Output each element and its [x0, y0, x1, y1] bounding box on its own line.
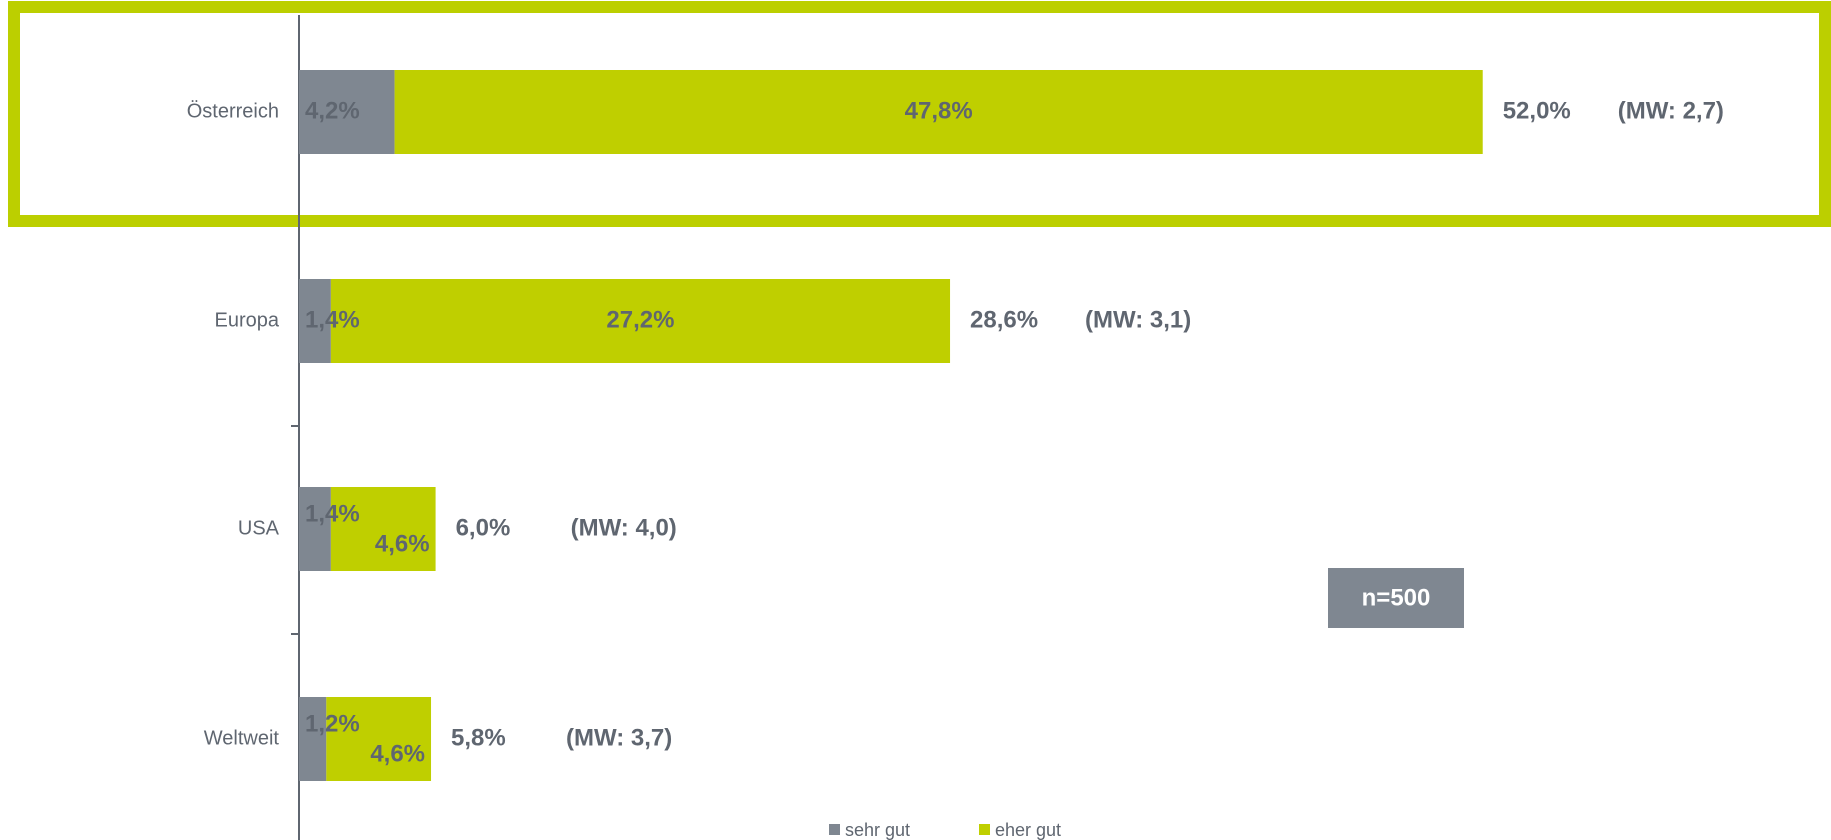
value-label: 1,2%	[305, 710, 360, 737]
value-label: 4,2%	[305, 97, 360, 124]
legend-swatch	[829, 824, 840, 835]
mean-label: (MW: 3,1)	[1085, 306, 1191, 333]
category-label: Österreich	[187, 100, 279, 122]
bar-segment	[299, 487, 331, 571]
category-label: Weltweit	[204, 727, 280, 749]
bar-segment	[330, 279, 951, 363]
mean-label: (MW: 4,0)	[571, 514, 677, 541]
sample-box	[1328, 568, 1464, 628]
mean-label: (MW: 3,7)	[566, 724, 672, 751]
mean-label: (MW: 2,7)	[1618, 97, 1724, 124]
highlight-frame	[8, 1, 1831, 227]
total-label: 6,0%	[456, 514, 511, 541]
value-label: 4,6%	[370, 740, 425, 767]
bar-segment	[394, 70, 1483, 154]
value-label: 47,8%	[905, 97, 973, 124]
sample-size: n=500	[1362, 584, 1431, 611]
value-label: 4,6%	[375, 530, 430, 557]
category-label: USA	[238, 517, 280, 539]
bar-segment	[326, 697, 432, 781]
category-label: Europa	[215, 309, 280, 331]
legend-swatch	[979, 824, 990, 835]
total-label: 28,6%	[970, 306, 1038, 333]
total-label: 5,8%	[451, 724, 506, 751]
value-label: 1,4%	[305, 306, 360, 333]
legend-label: sehr gut	[845, 820, 910, 840]
legend-label: eher gut	[995, 820, 1061, 840]
bar-segment	[299, 279, 331, 363]
bar-segment	[299, 70, 395, 154]
value-label: 27,2%	[606, 306, 674, 333]
value-label: 1,4%	[305, 500, 360, 527]
bar-segment	[330, 487, 436, 571]
bar-segment	[299, 697, 327, 781]
total-label: 52,0%	[1503, 97, 1571, 124]
